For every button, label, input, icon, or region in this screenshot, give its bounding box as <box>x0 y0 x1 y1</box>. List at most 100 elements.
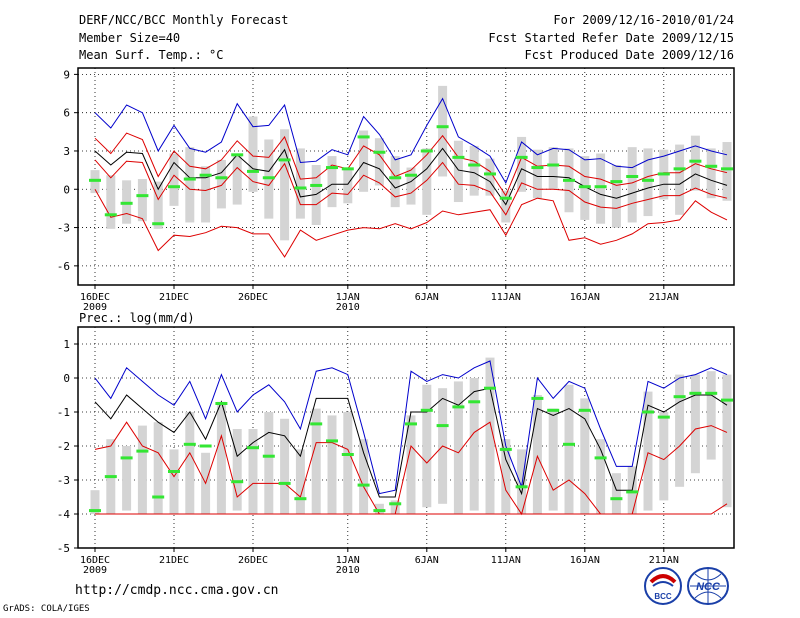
precip-member-box <box>406 415 416 514</box>
temp-observed-marker <box>326 166 338 170</box>
temp-ytick-label: 9 <box>63 68 70 81</box>
precip-xtick-year: 2009 <box>83 565 107 576</box>
precip-xtick-label: 6JAN <box>415 555 439 566</box>
temp-ytick-label: -3 <box>57 222 70 235</box>
precip-member-box <box>690 374 700 474</box>
precip-observed-marker <box>262 454 275 458</box>
temp-member-box <box>643 148 653 217</box>
temp-observed-marker <box>341 167 354 171</box>
temp-observed-marker <box>373 150 386 154</box>
precip-observed-marker <box>689 391 702 395</box>
temp-ytick-label: 6 <box>63 107 70 120</box>
precip-member-box <box>311 408 321 514</box>
precip-member-box <box>264 412 274 514</box>
precip-member-box <box>216 401 226 514</box>
precip-observed-marker <box>341 453 354 456</box>
temp-observed-marker <box>547 163 560 167</box>
precip-member-box <box>280 418 290 514</box>
temp-member-box <box>532 149 542 199</box>
temp-observed-marker <box>136 194 149 198</box>
precip-ytick-label: -1 <box>57 406 70 419</box>
temp-line-ensemble-max <box>94 97 728 185</box>
temp-observed-marker <box>168 185 180 189</box>
precip-observed-marker <box>563 442 575 446</box>
temp-member-box <box>422 148 432 215</box>
precip-member-box <box>564 384 574 514</box>
precip-member-box <box>485 357 495 514</box>
temp-member-box <box>390 156 400 208</box>
precip-observed-marker <box>89 509 101 513</box>
temp-member-box <box>611 165 621 228</box>
bcc-logo-text: BCC <box>654 592 672 601</box>
temp-member-box <box>201 166 211 223</box>
precip-ytick-label: 0 <box>63 372 70 385</box>
temp-member-box <box>327 156 337 208</box>
temp-observed-marker <box>89 178 101 182</box>
temp-observed-marker <box>199 173 212 177</box>
temp-member-box <box>722 142 732 201</box>
precip-observed-marker <box>326 439 338 443</box>
temp-ytick-label: 3 <box>63 145 70 158</box>
precip-member-box <box>359 439 369 514</box>
forecast-started-label: Fcst Started Refer Date 2009/12/15 <box>488 31 734 45</box>
temp-line-lower-spread <box>94 159 728 216</box>
temp-member-box <box>596 153 606 224</box>
temp-observed-marker <box>262 176 275 180</box>
temp-ytick-label: 0 <box>63 183 70 196</box>
temp-observed-marker <box>420 149 433 153</box>
temp-member-box <box>706 148 716 199</box>
precip-observed-marker <box>247 446 259 450</box>
precip-observed-marker <box>294 497 307 501</box>
temp-ytick-label: -6 <box>57 260 70 273</box>
precip-observed-marker <box>626 490 639 494</box>
precip-observed-marker <box>420 408 433 412</box>
precip-ytick-label: 1 <box>63 338 70 351</box>
temp-xtick-year: 2010 <box>336 302 360 313</box>
temp-observed-marker <box>689 159 702 163</box>
precip-observed-marker <box>721 398 733 402</box>
precip-observed-marker <box>547 408 560 412</box>
precip-member-box <box>248 429 258 514</box>
precip-member-box <box>611 473 621 514</box>
temp-member-box <box>406 167 416 205</box>
temp-xtick-label: 16JAN <box>570 292 600 303</box>
precip-observed-marker <box>310 422 323 426</box>
precip-member-box <box>90 490 100 514</box>
temp-member-box <box>675 144 685 215</box>
variable-label: Mean Surf. Temp.: °C <box>79 48 224 62</box>
precip-ytick-label: -4 <box>57 508 71 521</box>
precip-observed-marker <box>120 456 133 460</box>
precip-ytick-label: -2 <box>57 440 70 453</box>
temp-observed-marker <box>673 167 686 171</box>
chart-title: DERF/NCC/BCC Monthly Forecast <box>79 13 289 27</box>
temp-observed-marker <box>594 185 607 189</box>
precip-xtick-label: 1JAN <box>336 555 360 566</box>
precip-member-box <box>469 378 479 511</box>
temp-member-box <box>548 147 558 190</box>
temp-observed-marker <box>515 155 528 159</box>
temp-member-box <box>248 116 258 192</box>
precip-panel-title: Prec.: log(mm/d) <box>79 311 195 325</box>
precip-member-box <box>122 446 132 511</box>
forecast-produced-label: Fcst Produced Date 2009/12/16 <box>524 48 734 62</box>
temp-observed-marker <box>468 163 481 167</box>
temp-member-box <box>232 156 242 205</box>
temp-observed-marker <box>642 178 654 182</box>
temp-member-box <box>469 145 479 196</box>
temp-plot-frame <box>77 67 735 286</box>
temp-member-box <box>280 129 290 241</box>
source-url[interactable]: http://cmdp.ncc.cma.gov.cn <box>75 583 279 598</box>
temp-xtick-label: 6JAN <box>415 292 439 303</box>
temp-member-box <box>453 140 463 203</box>
precip-xtick-label: 16JAN <box>570 555 600 566</box>
precip-observed-marker <box>531 396 544 400</box>
temp-xtick-label: 1JAN <box>336 292 360 303</box>
precip-member-box <box>517 449 527 514</box>
temp-member-box <box>311 165 321 226</box>
member-size-label: Member Size=40 <box>79 31 181 45</box>
precip-ytick-label: -3 <box>57 474 70 487</box>
precip-member-box <box>548 408 558 511</box>
precip-member-box <box>532 395 542 514</box>
temp-member-box <box>106 175 116 229</box>
